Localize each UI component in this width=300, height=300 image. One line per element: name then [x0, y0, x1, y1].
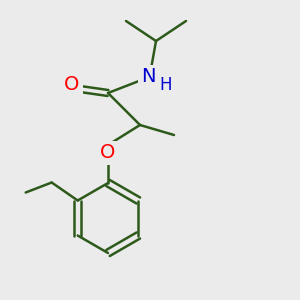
Text: O: O — [64, 76, 80, 94]
Text: H: H — [160, 76, 172, 94]
Text: O: O — [100, 143, 116, 163]
Text: N: N — [141, 68, 155, 86]
